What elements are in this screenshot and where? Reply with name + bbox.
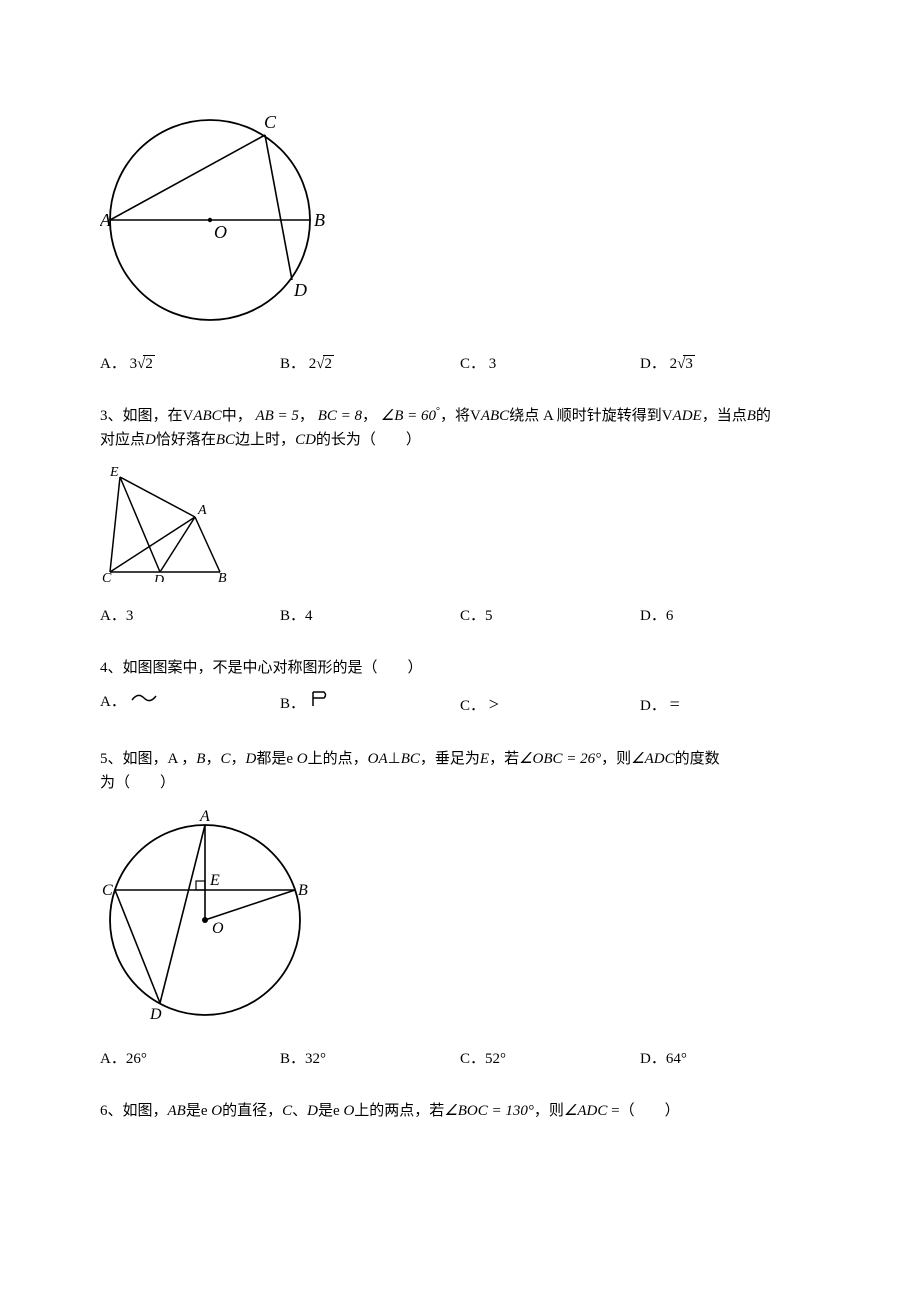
svg-text:D: D xyxy=(293,280,307,300)
svg-text:D: D xyxy=(153,573,164,582)
opt-text: 3 xyxy=(489,356,497,372)
q3-figure: A B C D E xyxy=(100,462,820,590)
q5-option-d[interactable]: D．64° xyxy=(640,1047,820,1071)
q5-figure: A B C D E O xyxy=(100,805,820,1033)
q2-option-b[interactable]: B． 22 xyxy=(280,352,460,376)
q4-option-c[interactable]: C． > xyxy=(460,690,640,719)
q4-option-b[interactable]: B． xyxy=(280,690,460,719)
q4-option-a[interactable]: A． xyxy=(100,690,280,719)
q3-text: 3、如图，在VABC中， AB = 5， BC = 8， ∠B = 60°，将V… xyxy=(100,404,820,452)
opt-label: C． xyxy=(460,356,485,372)
flag-icon xyxy=(309,690,329,708)
q4-option-d[interactable]: D． = xyxy=(640,690,820,719)
q2-option-d[interactable]: D． 23 xyxy=(640,352,820,376)
q3-option-a[interactable]: A．3 xyxy=(100,604,280,628)
q3-options: A．3 B．4 C．5 D．6 xyxy=(100,604,820,628)
svg-text:A: A xyxy=(100,210,112,230)
q2-options: A． 32 B． 22 C． 3 D． 23 xyxy=(100,352,820,376)
q3-option-b[interactable]: B．4 xyxy=(280,604,460,628)
q4-text: 4、如图图案中，不是中心对称图形的是（ ） xyxy=(100,656,820,680)
svg-text:O: O xyxy=(212,920,224,937)
opt-label: A． xyxy=(100,356,126,372)
svg-text:C: C xyxy=(102,571,112,582)
q5-option-b[interactable]: B．32° xyxy=(280,1047,460,1071)
q3-option-d[interactable]: D．6 xyxy=(640,604,820,628)
svg-text:A: A xyxy=(197,503,207,518)
svg-text:A: A xyxy=(199,808,210,825)
svg-text:B: B xyxy=(314,210,325,230)
q4-options: A． B． C． > D． = xyxy=(100,690,820,719)
svg-text:B: B xyxy=(298,882,308,899)
q2-figure: A B C D O xyxy=(100,110,820,338)
svg-text:C: C xyxy=(264,112,277,132)
q5-option-c[interactable]: C．52° xyxy=(460,1047,640,1071)
q2-option-c[interactable]: C． 3 xyxy=(460,352,640,376)
q5-option-a[interactable]: A．26° xyxy=(100,1047,280,1071)
svg-text:C: C xyxy=(102,882,113,899)
q3-option-c[interactable]: C．5 xyxy=(460,604,640,628)
opt-label: D． xyxy=(640,356,666,372)
wave-icon xyxy=(130,690,158,706)
svg-text:D: D xyxy=(149,1006,162,1023)
q2-option-a[interactable]: A． 32 xyxy=(100,352,280,376)
q5-options: A．26° B．32° C．52° D．64° xyxy=(100,1047,820,1071)
svg-text:O: O xyxy=(214,222,227,242)
q6-text: 6、如图，AB是e O的直径，C、D是e O上的两点，若∠BOC = 130°，… xyxy=(100,1099,820,1123)
svg-text:E: E xyxy=(209,872,220,889)
q5-text: 5、如图，A ，B，C，D都是e O上的点，OA⊥BC，垂足为E，若∠OBC =… xyxy=(100,747,820,795)
svg-text:E: E xyxy=(109,465,119,480)
svg-text:B: B xyxy=(218,571,227,582)
opt-label: B． xyxy=(280,356,305,372)
